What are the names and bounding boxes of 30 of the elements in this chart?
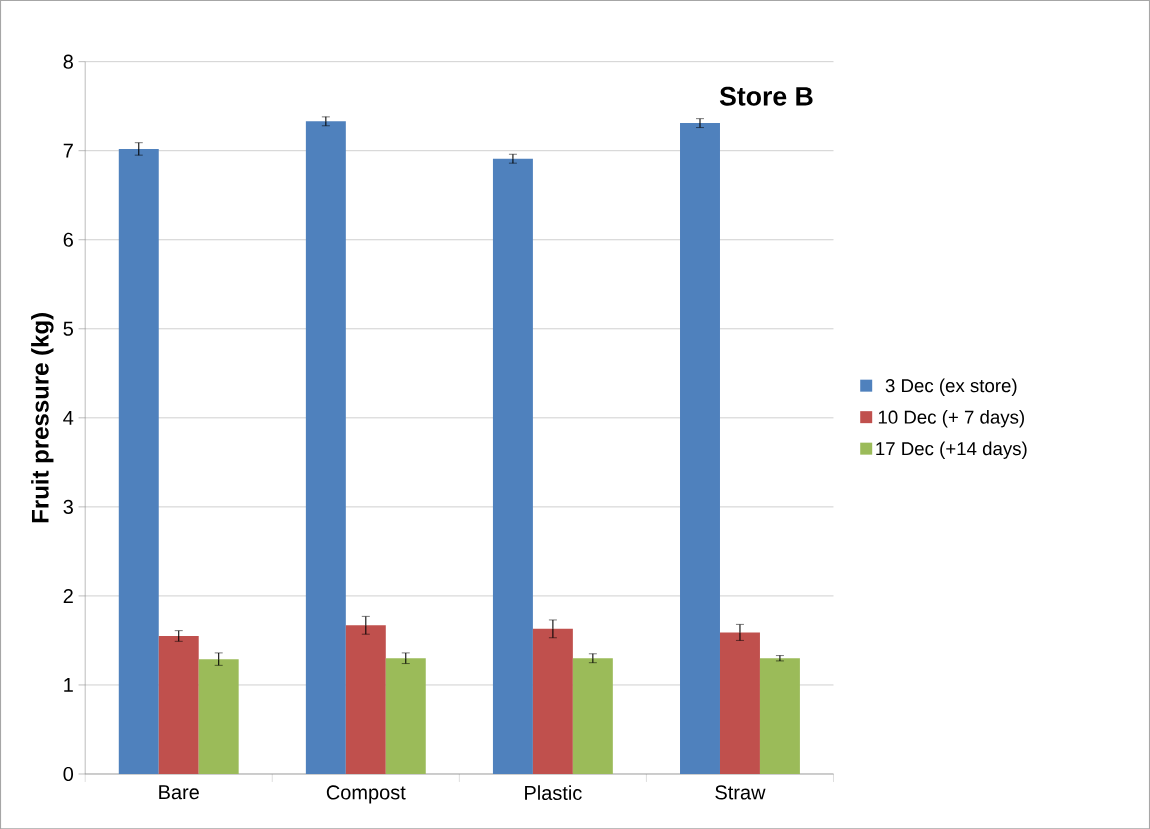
bar — [572, 658, 613, 774]
bar — [158, 635, 199, 774]
y-axis-title: Fruit pressure (kg) — [31, 312, 54, 522]
y-tick-label: 1 — [64, 677, 73, 692]
y-tick-label: 2 — [63, 588, 73, 603]
y-tick-label: 3 — [63, 499, 73, 514]
bar — [492, 158, 533, 774]
bar — [532, 628, 573, 774]
x-tick-label: Plastic — [525, 785, 582, 800]
bar — [345, 625, 386, 774]
y-tick-label: 7 — [63, 143, 73, 158]
bar — [385, 658, 426, 774]
x-tick-label: Bare — [159, 785, 199, 800]
x-tick-label: Straw — [715, 785, 766, 800]
text: Store B — [719, 86, 813, 106]
bar — [198, 658, 239, 774]
y-tick-label: 4 — [63, 410, 74, 425]
bar — [759, 658, 800, 774]
y-tick-label: 8 — [63, 54, 73, 69]
y-tick-label: 5 — [63, 321, 73, 336]
legend-label: 3 Dec (ex store) — [885, 378, 1017, 396]
y-tick-label: 6 — [63, 232, 73, 247]
y-tick-label: 0 — [63, 766, 74, 781]
x-tick-label: Compost — [326, 785, 406, 804]
legend-label: 17 Dec (+14 days) — [876, 441, 1027, 459]
bar — [680, 122, 720, 774]
bar — [305, 121, 346, 774]
bar — [719, 632, 760, 774]
legend-label: 10 Dec (+ 7 days) — [878, 409, 1024, 428]
bar — [118, 148, 159, 774]
